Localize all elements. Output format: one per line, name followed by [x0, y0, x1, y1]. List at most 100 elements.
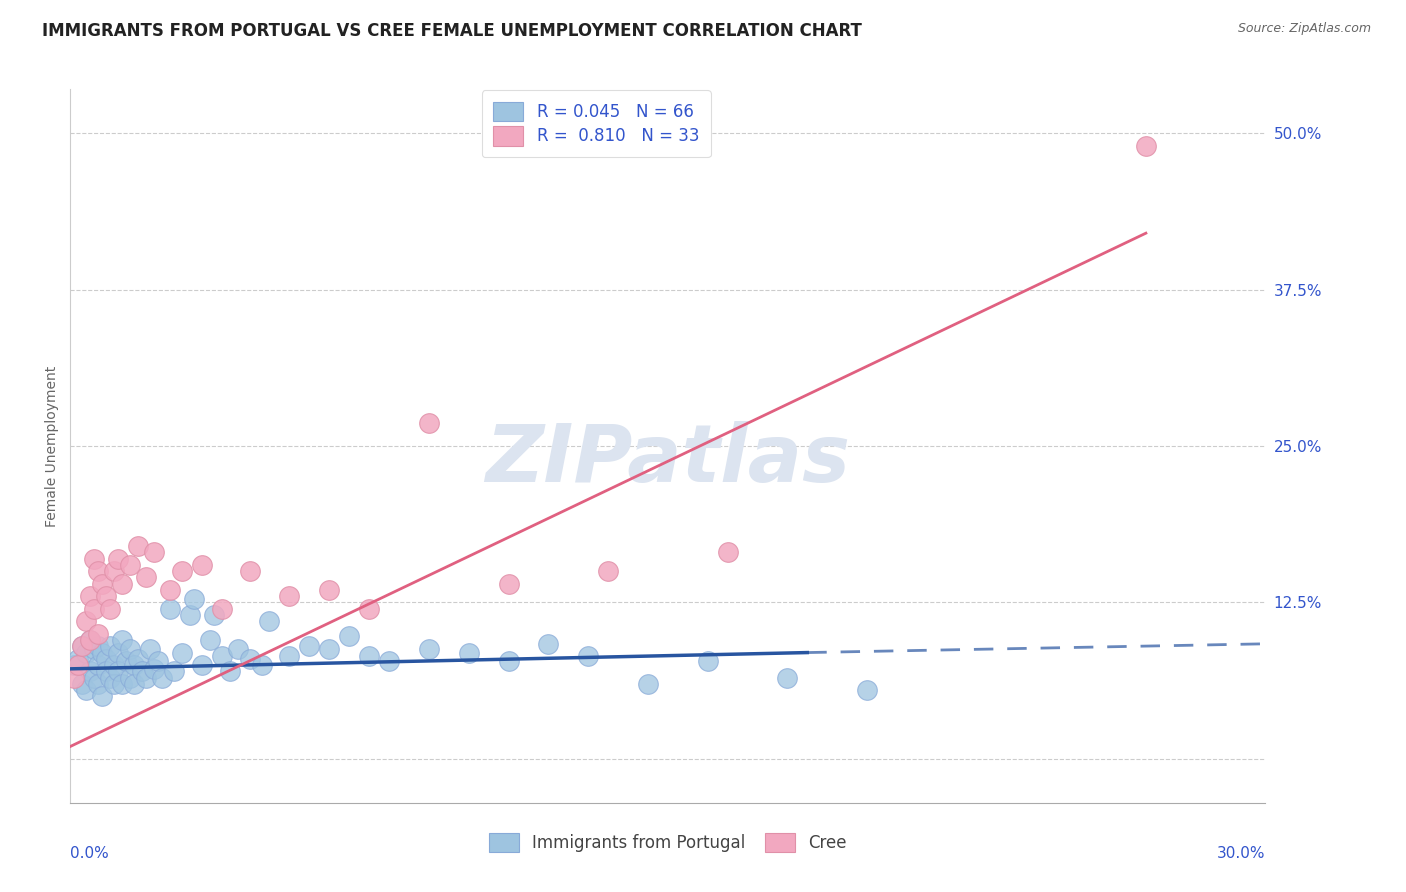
Point: [146, 654, 169, 668]
Point: [79, 633, 101, 648]
Point: [120, 641, 141, 656]
Point: [170, 564, 193, 578]
Point: [83, 641, 105, 656]
Point: [498, 576, 520, 591]
Point: [75, 614, 97, 628]
Point: [359, 649, 381, 664]
Point: [83, 671, 105, 685]
Point: [120, 671, 141, 685]
Point: [127, 539, 149, 553]
Point: [359, 601, 381, 615]
Point: [318, 582, 340, 597]
Point: [63, 671, 86, 685]
Point: [83, 601, 105, 615]
Point: [250, 658, 273, 673]
Point: [576, 649, 599, 664]
Point: [143, 545, 166, 559]
Point: [96, 589, 117, 603]
Text: Source: ZipAtlas.com: Source: ZipAtlas.com: [1237, 22, 1371, 36]
Point: [120, 558, 141, 572]
Point: [696, 654, 718, 668]
Point: [278, 649, 301, 664]
Point: [107, 646, 129, 660]
Point: [91, 646, 114, 660]
Point: [122, 677, 145, 691]
Point: [122, 658, 145, 673]
Point: [67, 652, 90, 666]
Point: [537, 637, 560, 651]
Point: [70, 640, 93, 654]
Point: [179, 607, 201, 622]
Point: [107, 551, 129, 566]
Point: [143, 662, 166, 676]
Point: [418, 641, 440, 656]
Point: [226, 641, 249, 656]
Point: [83, 551, 105, 566]
Point: [131, 665, 153, 679]
Text: ZIPatlas: ZIPatlas: [485, 421, 851, 500]
Point: [191, 658, 214, 673]
Point: [79, 589, 101, 603]
Point: [135, 570, 157, 584]
Point: [191, 558, 214, 572]
Point: [98, 671, 121, 685]
Point: [87, 627, 110, 641]
Point: [259, 614, 281, 628]
Legend: Immigrants from Portugal, Cree: Immigrants from Portugal, Cree: [482, 826, 853, 859]
Point: [103, 658, 125, 673]
Point: [159, 582, 181, 597]
Text: 30.0%: 30.0%: [1218, 846, 1265, 861]
Point: [70, 640, 93, 654]
Point: [98, 601, 121, 615]
Point: [135, 671, 157, 685]
Point: [239, 652, 262, 666]
Point: [457, 646, 479, 660]
Point: [91, 576, 114, 591]
Point: [776, 671, 799, 685]
Point: [103, 677, 125, 691]
Point: [150, 671, 173, 685]
Point: [115, 654, 138, 668]
Point: [170, 646, 193, 660]
Point: [202, 607, 225, 622]
Point: [98, 640, 121, 654]
Point: [218, 665, 240, 679]
Point: [598, 564, 620, 578]
Point: [103, 564, 125, 578]
Point: [163, 665, 186, 679]
Point: [96, 652, 117, 666]
Text: 0.0%: 0.0%: [70, 846, 110, 861]
Point: [211, 601, 233, 615]
Point: [91, 690, 114, 704]
Point: [111, 677, 134, 691]
Point: [198, 633, 221, 648]
Point: [79, 633, 101, 648]
Point: [239, 564, 262, 578]
Point: [75, 646, 97, 660]
Point: [107, 665, 129, 679]
Point: [139, 641, 162, 656]
Point: [637, 677, 659, 691]
Point: [418, 417, 440, 431]
Point: [1135, 138, 1157, 153]
Point: [498, 654, 520, 668]
Point: [337, 629, 360, 643]
Point: [378, 654, 401, 668]
Y-axis label: Female Unemployment: Female Unemployment: [45, 366, 59, 526]
Point: [96, 665, 117, 679]
Point: [75, 683, 97, 698]
Point: [111, 576, 134, 591]
Point: [211, 649, 233, 664]
Point: [87, 564, 110, 578]
Point: [717, 545, 740, 559]
Point: [63, 658, 86, 673]
Point: [67, 658, 90, 673]
Point: [318, 641, 340, 656]
Point: [111, 633, 134, 648]
Point: [127, 652, 149, 666]
Point: [87, 640, 110, 654]
Point: [87, 677, 110, 691]
Point: [79, 665, 101, 679]
Point: [183, 591, 205, 606]
Point: [159, 601, 181, 615]
